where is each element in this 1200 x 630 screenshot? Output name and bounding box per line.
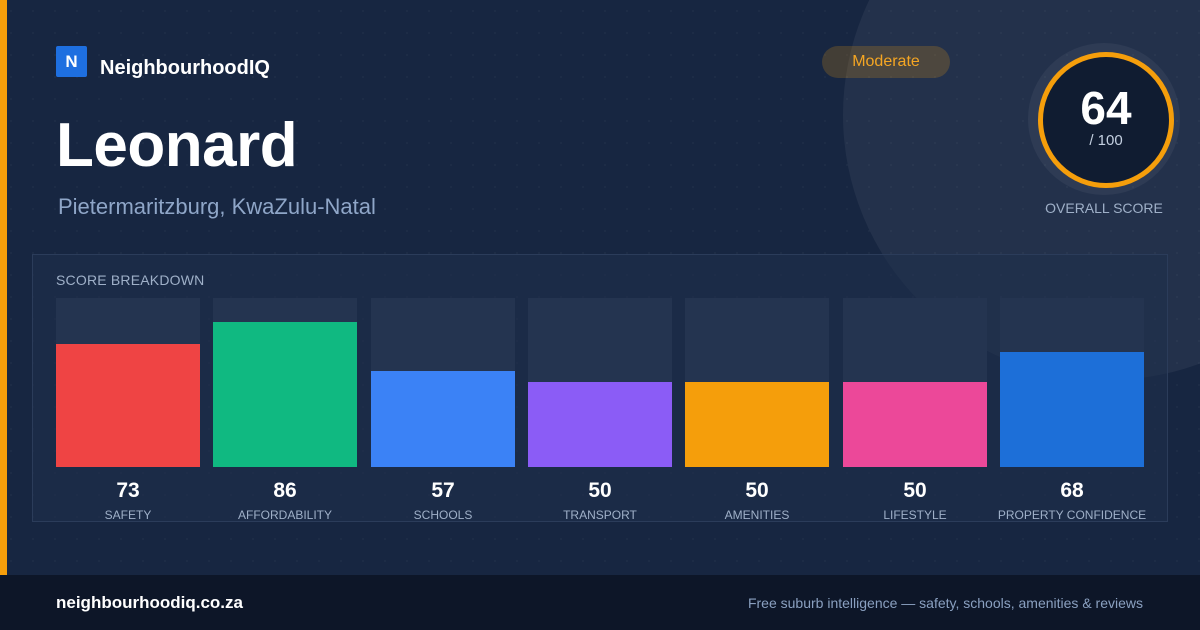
footer-tagline: Free suburb intelligence — safety, schoo… — [747, 595, 1143, 611]
bar-label: PROPERTY CONFIDENCE — [997, 508, 1147, 522]
bar-track — [213, 298, 357, 467]
score-bar-transport: 50 TRANSPORT — [528, 298, 672, 526]
bar-value: 50 — [745, 479, 769, 502]
footer: neighbourhoodiq.co.za Free suburb intell… — [0, 575, 1200, 630]
bar-value: 50 — [588, 479, 612, 502]
bar-label: AMENITIES — [724, 508, 790, 522]
bar-value: 86 — [273, 479, 297, 502]
bar-fill — [843, 382, 987, 467]
bar-track — [528, 298, 672, 467]
score-bar-affordability: 86 AFFORDABILITY — [213, 298, 357, 526]
bar-value: 73 — [116, 479, 140, 502]
score-bar-safety: 73 SAFETY — [56, 298, 200, 526]
bar-fill — [371, 371, 515, 467]
suburb-title: Leonard — [56, 111, 298, 180]
score-bar-lifestyle: 50 LIFESTYLE — [843, 298, 987, 526]
score-bar-property-confidence: 68 PROPERTY CONFIDENCE — [998, 298, 1146, 526]
overall-score-caption: OVERALL SCORE — [1045, 200, 1163, 216]
bar-fill — [1000, 352, 1144, 467]
score-breakdown-title: SCORE BREAKDOWN — [56, 272, 205, 288]
bar-fill — [56, 344, 200, 467]
logo-icon: N — [56, 46, 87, 77]
bar-track — [371, 298, 515, 467]
score-bar-schools: 57 SCHOOLS — [371, 298, 515, 526]
footer-url[interactable]: neighbourhoodiq.co.za — [56, 593, 243, 612]
bar-label: AFFORDABILITY — [237, 508, 332, 522]
bar-value: 50 — [903, 479, 927, 502]
bar-value: 57 — [431, 479, 455, 502]
bar-label: SAFETY — [104, 508, 152, 522]
suburb-location: Pietermaritzburg, KwaZulu-Natal — [58, 194, 376, 219]
bar-fill — [528, 382, 672, 467]
overall-score-max: / 100 — [1089, 132, 1123, 149]
bar-value: 68 — [1060, 479, 1084, 502]
bar-fill — [685, 382, 829, 467]
bar-fill — [213, 322, 357, 467]
bar-label: LIFESTYLE — [883, 508, 947, 522]
bar-label: SCHOOLS — [413, 508, 473, 522]
bar-track — [1000, 298, 1144, 467]
bar-track — [843, 298, 987, 467]
accent-bar — [0, 0, 7, 575]
bar-track — [56, 298, 200, 467]
brand-name: NeighbourhoodIQ — [100, 57, 270, 79]
bar-label: TRANSPORT — [563, 508, 637, 522]
rating-badge: Moderate — [822, 46, 950, 78]
bar-track — [685, 298, 829, 467]
overall-score-value: 64 — [1080, 82, 1132, 134]
overall-score-ring — [1038, 52, 1174, 188]
score-bar-amenities: 50 AMENITIES — [685, 298, 829, 526]
logo-letter: N — [65, 51, 78, 71]
